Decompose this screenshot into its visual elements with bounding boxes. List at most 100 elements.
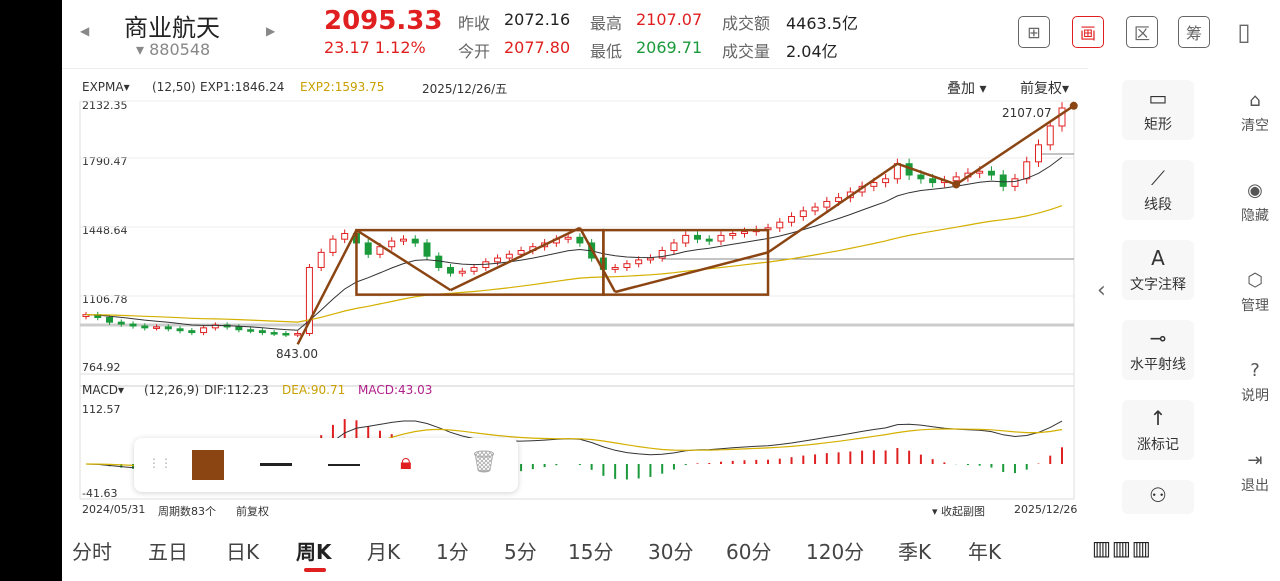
collapse-label: 收起副图	[941, 505, 986, 518]
period-week[interactable]: 周K	[296, 540, 332, 564]
candle-body	[188, 330, 196, 334]
color-swatch[interactable]	[192, 450, 224, 480]
prev-close-value: 2072.16	[504, 10, 571, 29]
volume-value: 2.04亿	[786, 42, 838, 61]
candle-body	[247, 329, 255, 332]
period-30min[interactable]: 30分	[648, 540, 694, 564]
text-tool[interactable]: A 文字注释	[1122, 240, 1194, 300]
candle-body	[682, 234, 690, 244]
indicator-select[interactable]: EXPMA▾	[82, 80, 130, 94]
candle-body	[305, 266, 313, 335]
candle-body	[717, 234, 725, 242]
adjust-button[interactable]: 前复权▾	[1020, 81, 1070, 97]
hray-tool[interactable]: ⊸ 水平射线	[1122, 320, 1194, 380]
candle-body	[564, 236, 572, 240]
candle-body	[129, 323, 137, 327]
candle-body	[270, 332, 278, 335]
candle-body	[388, 240, 396, 248]
candle-body	[623, 263, 631, 268]
period-1min[interactable]: 1分	[436, 540, 469, 564]
help-button[interactable]: ? 说明	[1232, 360, 1278, 405]
rect-tool-label: 矩形	[1144, 117, 1172, 133]
segment-icon: ⟋	[1151, 166, 1165, 190]
high-label: 最高	[590, 14, 623, 33]
candle-body	[458, 270, 466, 274]
candle-body	[952, 176, 960, 182]
segment-node	[1069, 101, 1078, 110]
price-change: 23.17 1.12%	[324, 38, 426, 57]
candle-body	[729, 233, 737, 236]
current-price: 2095.33	[324, 6, 443, 36]
candle-body	[517, 249, 525, 255]
high-marker: 2107.07	[1002, 106, 1052, 120]
exit-button[interactable]: ⇥ 退出	[1232, 450, 1278, 495]
drawn-rectangle	[602, 228, 770, 296]
candle-body	[811, 206, 819, 212]
collapse-panel-icon[interactable]: ‹	[1097, 278, 1106, 303]
period-day[interactable]: 日K	[226, 540, 260, 564]
candle-body	[399, 238, 407, 242]
candle-body	[411, 238, 419, 244]
arrow-up-icon: ↑	[1149, 406, 1167, 430]
candle-body	[423, 242, 431, 257]
drag-handle-icon[interactable]: ⋮⋮	[148, 456, 172, 470]
candle-body	[870, 182, 878, 187]
dea-value: DEA:90.71	[282, 383, 346, 397]
prev-stock-arrow[interactable]: ◀	[80, 24, 90, 38]
collapse-subchart[interactable]: ▾ 收起副图	[932, 505, 986, 518]
trash-icon[interactable]: 🗑︎	[470, 450, 498, 475]
add-watchlist-icon[interactable]: ⊞	[1018, 16, 1050, 48]
line-thin-option[interactable]	[328, 464, 360, 466]
kline-chart[interactable]	[62, 69, 1088, 521]
low-marker: 843.00	[276, 347, 318, 361]
draw-icon[interactable]: 画	[1072, 16, 1104, 48]
period-5min[interactable]: 5分	[504, 540, 537, 564]
indicator-params: (12,50)	[152, 80, 196, 94]
line-thick-option[interactable]	[260, 463, 292, 466]
period-120min[interactable]: 120分	[806, 540, 865, 564]
volume-label: 成交量	[722, 42, 771, 61]
overlay-button[interactable]: 叠加 ▾	[947, 81, 987, 97]
lock-icon[interactable]: 🔒︎	[400, 450, 412, 475]
candle-body	[106, 316, 114, 323]
candle-body	[1058, 107, 1066, 127]
clear-button[interactable]: ⌂ 清空	[1232, 90, 1278, 135]
manage-button[interactable]: ⬡ 管理	[1232, 270, 1278, 315]
period-60min[interactable]: 60分	[726, 540, 772, 564]
active-period-indicator	[304, 568, 326, 572]
candle-body	[835, 197, 843, 202]
period-timeshare[interactable]: 分时	[72, 540, 112, 564]
period-5day[interactable]: 五日	[148, 540, 188, 564]
next-stock-arrow[interactable]: ▶	[266, 24, 276, 38]
period-quarter[interactable]: 季K	[898, 540, 932, 564]
range-icon[interactable]: 区	[1126, 16, 1158, 48]
candle-body	[646, 257, 654, 261]
quote-header: ◀ ▶ 商业航天 ▾ 880548 2095.33 23.17 1.12% 昨收…	[62, 0, 1280, 68]
chips-icon[interactable]: 筹	[1178, 16, 1210, 48]
more-tool-icon: ⚇	[1149, 483, 1167, 507]
candle-body	[882, 178, 890, 184]
hide-button[interactable]: ◉ 隐藏	[1232, 180, 1278, 225]
stock-code[interactable]: ▾ 880548	[136, 40, 211, 59]
candle-body	[317, 251, 325, 268]
candle-body	[164, 326, 172, 330]
drawn-segment	[614, 251, 769, 294]
more-periods-icon[interactable]: ▥▥▥	[1092, 536, 1152, 560]
up-mark-tool[interactable]: ↑ 涨标记	[1122, 400, 1194, 460]
amount-label: 成交额	[722, 14, 771, 33]
period-month[interactable]: 月K	[367, 540, 401, 564]
candle-body	[435, 255, 443, 268]
candle-body	[799, 210, 807, 218]
y-label-bottom: 764.92	[82, 361, 121, 374]
more-tool[interactable]: ⚇	[1122, 480, 1194, 514]
rect-icon: ▭	[1148, 86, 1168, 110]
period-year[interactable]: 年K	[968, 540, 1002, 564]
candle-body	[505, 253, 513, 259]
rect-tool[interactable]: ▭ 矩形	[1122, 80, 1194, 140]
fullscreen-icon[interactable]: ▯	[1237, 18, 1251, 46]
macd-select[interactable]: MACD▾	[82, 383, 125, 397]
period-15min[interactable]: 15分	[568, 540, 614, 564]
adjust-label: 前复权	[1020, 81, 1062, 97]
candle-body	[141, 325, 149, 329]
segment-tool[interactable]: ⟋ 线段	[1122, 160, 1194, 220]
